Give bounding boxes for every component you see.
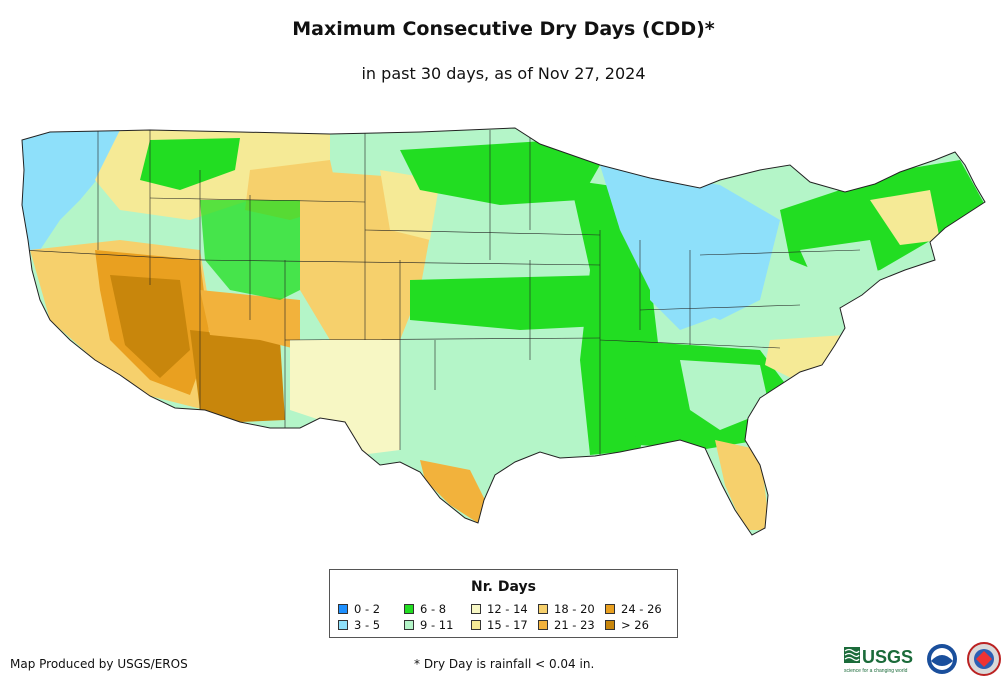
legend-item: 15 - 17 <box>471 618 528 632</box>
legend-item: > 26 <box>605 618 649 632</box>
legend-swatch <box>404 620 414 630</box>
legend-label: > 26 <box>621 618 649 632</box>
legend-label: 3 - 5 <box>354 618 381 632</box>
legend-item: 3 - 5 <box>338 618 380 632</box>
legend-label: 24 - 26 <box>621 602 662 616</box>
map-subtitle: in past 30 days, as of Nov 27, 2024 <box>361 64 646 83</box>
dry-day-footnote: * Dry Day is rainfall < 0.04 in. <box>414 657 595 671</box>
legend-item: 9 - 11 <box>404 618 453 632</box>
map-credit: Map Produced by USGS/EROS <box>10 657 188 671</box>
logo-strip: USGS science for a changing world <box>844 642 1001 676</box>
legend-title: Nr. Days <box>471 579 536 595</box>
legend-label: 18 - 20 <box>554 602 595 616</box>
legend-swatch <box>605 620 615 630</box>
legend-item: 0 - 2 <box>338 602 380 616</box>
legend-label: 12 - 14 <box>487 602 528 616</box>
legend-label: 15 - 17 <box>487 618 528 632</box>
legend-label: 9 - 11 <box>420 618 454 632</box>
legend-swatch <box>538 604 548 614</box>
legend-swatch <box>471 604 481 614</box>
legend-swatch <box>338 604 348 614</box>
agency-logos: USGS science for a changing world <box>844 641 1007 681</box>
legend-swatch <box>538 620 548 630</box>
legend-item: 12 - 14 <box>471 602 528 616</box>
legend-swatch <box>404 604 414 614</box>
legend-label: 21 - 23 <box>554 618 595 632</box>
legend-swatch <box>605 604 615 614</box>
legend-label: 6 - 8 <box>420 602 447 616</box>
map-legend: Nr. Days 0 - 2 3 - 5 6 - 8 9 - 11 12 - 1… <box>329 569 678 638</box>
legend-item: 6 - 8 <box>404 602 446 616</box>
legend-item: 24 - 26 <box>605 602 662 616</box>
legend-items: 0 - 2 3 - 5 6 - 8 9 - 11 12 - 14 15 - 17… <box>338 602 678 634</box>
legend-item: 18 - 20 <box>538 602 595 616</box>
legend-label: 0 - 2 <box>354 602 381 616</box>
us-cdd-map <box>21 127 986 536</box>
noaa-logo <box>927 644 957 674</box>
usgs-logo-text: USGS <box>862 647 913 667</box>
usgs-tagline: science for a changing world <box>844 668 908 674</box>
nws-logo <box>967 642 1001 676</box>
usgs-logo: USGS science for a changing world <box>844 647 913 674</box>
legend-swatch <box>471 620 481 630</box>
legend-item: 21 - 23 <box>538 618 595 632</box>
legend-swatch <box>338 620 348 630</box>
map-title: Maximum Consecutive Dry Days (CDD)* <box>292 18 715 40</box>
